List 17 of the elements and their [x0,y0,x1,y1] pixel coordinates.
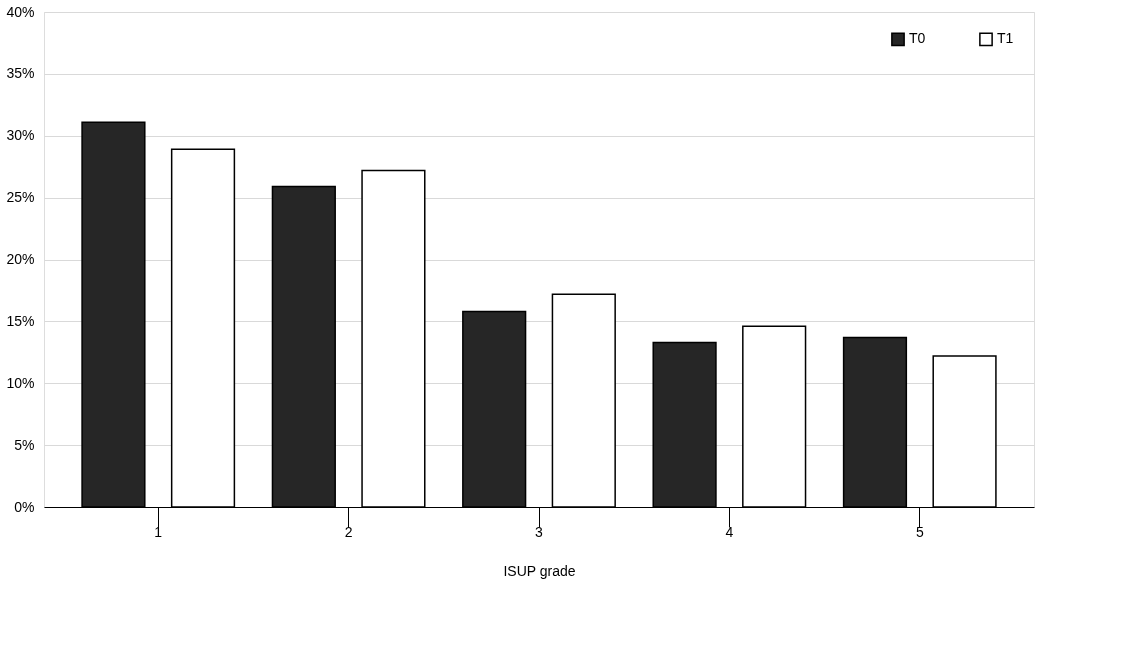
x-tick-label: 2 [344,523,353,540]
x-tick-label: 5 [915,523,924,540]
y-tick-label: 35% [6,65,35,82]
y-tick-label: 40% [6,3,35,20]
legend-label: T0 [909,30,926,47]
x-tick-label: 1 [154,523,163,540]
y-tick-label: 5% [14,436,35,453]
x-axis-title: ISUP grade [503,562,576,579]
y-tick-label: 0% [14,498,35,515]
x-tick-label: 4 [725,523,734,540]
legend-label: T1 [997,30,1014,47]
y-tick-label: 15% [6,312,35,329]
y-tick-label: 10% [6,374,35,391]
y-tick-label: 25% [6,189,35,206]
y-tick-label: 30% [6,127,35,144]
x-tick-label: 3 [535,523,544,540]
y-tick-label: 20% [6,251,35,267]
